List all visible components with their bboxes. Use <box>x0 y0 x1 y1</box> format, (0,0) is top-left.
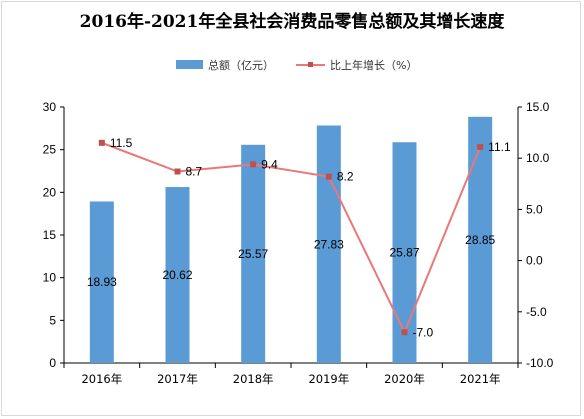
left-tick-label: 25 <box>43 143 57 157</box>
x-tick-label: 2018年 <box>233 372 274 386</box>
right-tick-label: 10.0 <box>526 151 550 165</box>
bar-value-label: 18.93 <box>87 275 117 289</box>
line-value-label: 8.7 <box>186 165 203 179</box>
bar <box>392 142 417 363</box>
line-value-label: -7.0 <box>413 325 434 339</box>
legend-line-marker <box>308 62 313 67</box>
bar-value-label: 25.57 <box>238 247 268 261</box>
x-tick-label: 2016年 <box>81 372 122 386</box>
legend-bar-swatch <box>176 60 203 69</box>
left-tick-label: 30 <box>43 100 57 114</box>
x-tick-label: 2019年 <box>308 372 349 386</box>
bar-value-label: 20.62 <box>162 268 192 282</box>
right-tick-label: -10.0 <box>526 356 554 370</box>
line-marker <box>98 139 105 146</box>
line-marker <box>250 161 257 168</box>
bar-value-label: 28.85 <box>465 233 495 247</box>
line-value-label: 11.1 <box>488 140 511 154</box>
bar-value-label: 25.87 <box>389 246 419 260</box>
bar <box>468 116 493 364</box>
bar-value-label: 27.83 <box>314 237 344 251</box>
chart-title: 2016年-2021年全县社会消费品零售总额及其增长速度 <box>80 11 506 32</box>
axes: 0 5 10 15 20 25 30 -10.0 -5.0 0.0 5.0 10.0 15.0 2016年… <box>43 100 554 386</box>
legend-line-label: 比上年增长（%） <box>330 58 417 72</box>
line-value-label: 11.5 <box>110 136 133 150</box>
x-tick-label: 2021年 <box>460 372 501 386</box>
line-value-label: 9.4 <box>261 157 278 171</box>
line-marker <box>325 173 332 180</box>
legend-bar-label: 总额（亿元） <box>208 58 274 72</box>
bar <box>241 144 266 363</box>
line-marker <box>174 168 181 175</box>
left-tick-label: 15 <box>43 228 57 242</box>
left-tick-label: 0 <box>49 356 56 370</box>
bar <box>89 201 114 363</box>
data-labels: 18.93 20.62 25.57 27.83 25.87 28.85 11.5 8.7 9.4… <box>87 136 511 339</box>
x-tick-label: 2020年 <box>384 372 425 386</box>
bar <box>316 125 341 363</box>
left-tick-label: 10 <box>43 271 57 285</box>
line-marker <box>477 143 484 150</box>
bar-series <box>89 116 493 364</box>
x-tick-label: 2017年 <box>157 372 198 386</box>
right-tick-label: 5.0 <box>526 202 543 216</box>
right-tick-label: 0.0 <box>526 254 543 268</box>
line-value-label: 8.2 <box>337 170 354 184</box>
legend: 总额（亿元） 比上年增长（%） <box>176 58 417 72</box>
bar <box>165 187 190 363</box>
left-tick-label: 5 <box>49 313 56 327</box>
growth-line <box>101 141 482 335</box>
line-series <box>98 139 484 336</box>
right-tick-label: 15.0 <box>526 100 550 114</box>
left-tick-label: 20 <box>43 185 57 199</box>
right-tick-label: -5.0 <box>526 305 547 319</box>
line-marker <box>401 329 408 336</box>
